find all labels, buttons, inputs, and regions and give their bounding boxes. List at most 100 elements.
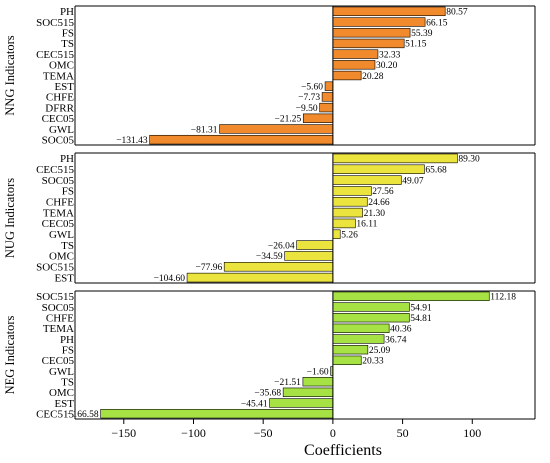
- value-label-1-0: 89.30: [458, 155, 480, 165]
- category-label-2-4: PH: [60, 334, 74, 346]
- group-title-2: NEG Indicators: [3, 315, 17, 394]
- category-label-1-3: FS: [62, 186, 74, 198]
- bar-1-11: [186, 272, 334, 283]
- bar-1-5: [332, 207, 363, 218]
- value-label-1-1: 65.68: [425, 166, 447, 176]
- bar-1-8: [296, 240, 334, 250]
- bar-2-6: [332, 355, 362, 366]
- value-label-0-10: −21.25: [275, 115, 302, 125]
- bar-1-1: [332, 164, 425, 174]
- value-label-2-11: −166.58: [67, 410, 99, 420]
- x-tick-label-0: −150: [111, 426, 136, 440]
- category-label-1-4: CHFE: [46, 197, 74, 209]
- value-label-1-11: −104.60: [154, 274, 186, 284]
- category-label-0-12: SOC05: [42, 134, 75, 146]
- bar-2-9: [282, 387, 334, 398]
- bar-0-2: [332, 28, 411, 38]
- bar-2-0: [332, 291, 490, 302]
- value-label-2-3: 40.36: [390, 325, 412, 335]
- value-label-0-1: 66.15: [426, 18, 448, 28]
- bar-0-12: [149, 134, 334, 145]
- value-label-2-2: 54.81: [410, 314, 432, 324]
- bar-2-1: [332, 302, 410, 312]
- value-label-0-9: −9.50: [296, 104, 318, 114]
- group-title-1: NUG Indicators: [3, 178, 17, 258]
- category-label-2-8: TS: [61, 376, 74, 388]
- plot-area: 80.57 PH 66.15 SOC515 55.39 FS 51.15 TS 32.33 CEC…: [3, 5, 536, 440]
- bar-2-4: [332, 334, 385, 344]
- bar-2-2: [332, 312, 410, 323]
- bar-group-1: 89.30 PH 65.68 CEC515 49.07 SOC05 27.56 FS 24.66…: [3, 152, 536, 284]
- value-label-2-5: 25.09: [369, 346, 391, 356]
- category-label-0-6: TEMA: [43, 70, 74, 82]
- bar-2-3: [332, 323, 390, 334]
- value-label-2-4: 36.74: [385, 335, 407, 345]
- x-tick-label-5: 100: [463, 426, 481, 440]
- bar-1-7: [332, 229, 341, 239]
- value-label-0-8: −7.73: [298, 93, 320, 103]
- bar-1-10: [223, 262, 334, 272]
- category-label-2-3: TEMA: [43, 323, 74, 335]
- bar-2-10: [269, 398, 334, 408]
- value-label-1-8: −26.04: [268, 241, 295, 251]
- category-label-0-0: PH: [60, 6, 74, 18]
- bar-0-1: [332, 17, 426, 27]
- bar-0-5: [332, 60, 376, 70]
- x-tick-label-1: −100: [181, 426, 206, 440]
- bar-0-3: [332, 38, 405, 49]
- value-label-0-7: −5.60: [301, 82, 323, 92]
- category-label-0-1: SOC515: [36, 17, 74, 29]
- group-title-0: NNG Indicators: [3, 35, 17, 115]
- value-label-2-7: −1.60: [307, 367, 329, 377]
- bar-0-11: [219, 124, 334, 134]
- category-label-1-8: TS: [61, 240, 74, 252]
- category-label-2-10: EST: [54, 398, 74, 410]
- value-label-2-6: 20.33: [362, 357, 384, 367]
- x-tick-label-4: 50: [397, 426, 409, 440]
- value-label-0-0: 80.57: [446, 8, 468, 18]
- bar-0-10: [302, 113, 334, 123]
- category-label-0-7: EST: [54, 81, 74, 93]
- bar-1-3: [332, 186, 372, 196]
- bar-1-9: [284, 251, 334, 261]
- category-label-1-7: GWL: [49, 229, 74, 241]
- value-label-2-10: −45.41: [241, 399, 268, 409]
- category-label-1-1: CEC515: [36, 164, 74, 176]
- bar-0-8: [321, 92, 334, 102]
- category-label-1-10: SOC515: [36, 262, 74, 274]
- category-label-2-0: SOC515: [36, 291, 74, 303]
- bar-0-7: [324, 81, 334, 91]
- bar-group-0: 80.57 PH 66.15 SOC515 55.39 FS 51.15 TS 32.33 CEC…: [3, 5, 536, 146]
- value-label-1-3: 27.56: [372, 187, 394, 197]
- category-label-2-7: GWL: [49, 366, 74, 378]
- bar-0-6: [332, 70, 362, 81]
- bar-2-8: [302, 376, 334, 387]
- value-label-2-0: 112.18: [490, 293, 516, 303]
- bar-group-2: 112.18 SOC515 54.91 SOC05 54.81 CHFE 40.36 TEMA…: [3, 290, 536, 420]
- category-label-0-8: CHFE: [46, 92, 74, 104]
- category-label-2-1: SOC05: [42, 302, 75, 314]
- value-label-0-11: −81.31: [191, 125, 218, 135]
- category-label-2-5: FS: [62, 344, 74, 356]
- category-label-0-10: CEC05: [42, 113, 75, 125]
- category-label-1-6: CEC05: [42, 218, 75, 230]
- category-label-0-5: OMC: [49, 60, 74, 72]
- value-label-1-6: 16.11: [356, 220, 377, 230]
- category-label-2-2: CHFE: [46, 312, 74, 324]
- x-tick-label-2: −50: [254, 426, 273, 440]
- category-label-2-11: CEC515: [36, 408, 74, 420]
- value-label-0-6: 20.28: [362, 72, 384, 82]
- category-label-0-2: FS: [62, 28, 74, 40]
- value-label-1-4: 24.66: [368, 198, 390, 208]
- value-label-0-5: 30.20: [376, 61, 398, 71]
- category-label-0-4: CEC515: [36, 49, 74, 61]
- bar-1-6: [332, 218, 356, 229]
- category-label-1-2: SOC05: [42, 175, 75, 187]
- category-label-0-3: TS: [61, 38, 74, 50]
- category-label-0-11: GWL: [49, 124, 74, 136]
- category-label-1-9: OMC: [49, 251, 74, 263]
- category-label-1-0: PH: [60, 153, 74, 165]
- bar-0-0: [332, 6, 446, 17]
- category-label-2-9: OMC: [49, 387, 74, 399]
